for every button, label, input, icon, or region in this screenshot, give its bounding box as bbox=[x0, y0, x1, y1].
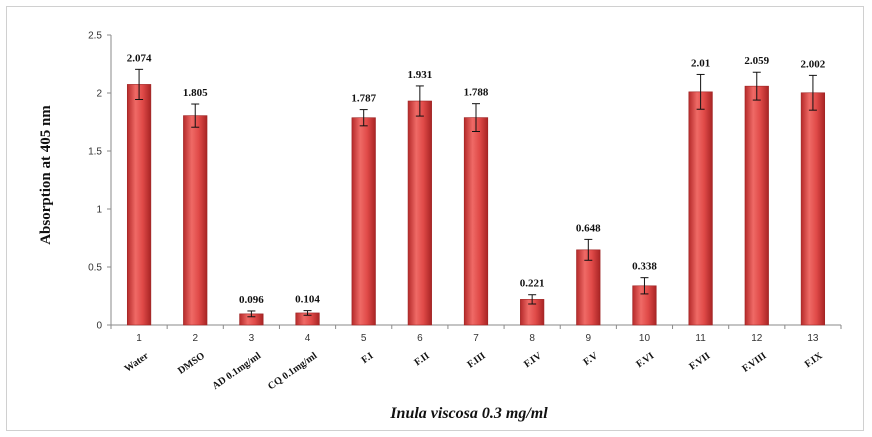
bar bbox=[800, 92, 826, 326]
x-tick-number: 4 bbox=[305, 333, 311, 344]
data-label: 1.931 bbox=[407, 69, 432, 81]
x-category-label: F.II bbox=[413, 350, 432, 368]
x-category-label: F.VIII bbox=[740, 350, 768, 374]
bars bbox=[126, 68, 826, 326]
y-tick-label: 0 bbox=[96, 321, 102, 332]
data-label: 1.788 bbox=[464, 87, 489, 99]
data-label: 1.787 bbox=[351, 93, 376, 105]
x-tick-number: 8 bbox=[529, 333, 535, 344]
x-tick-number: 13 bbox=[807, 333, 819, 344]
bar bbox=[126, 84, 152, 326]
data-label: 1.805 bbox=[183, 87, 208, 99]
bar bbox=[576, 249, 601, 326]
data-label: 0.096 bbox=[239, 294, 264, 306]
x-category-label: CQ 0.1mg/ml bbox=[266, 350, 319, 392]
x-category-label: F.IX bbox=[803, 350, 825, 370]
x-category-label: F.III bbox=[466, 350, 488, 370]
x-tick-number: 11 bbox=[695, 333, 706, 344]
bar bbox=[183, 115, 208, 326]
x-tick-number: 10 bbox=[639, 333, 651, 344]
data-label: 0.104 bbox=[295, 294, 320, 306]
x-category-label: F.VI bbox=[634, 350, 656, 370]
x-tick-number: 9 bbox=[586, 333, 592, 344]
bar bbox=[351, 117, 376, 326]
data-label: 0.221 bbox=[520, 278, 545, 290]
x-category-label: F.IV bbox=[522, 350, 544, 370]
axes: 0 0.5 1 1.5 2 2.5 bbox=[88, 31, 842, 332]
data-label: 2.002 bbox=[801, 58, 826, 70]
data-label: 2.074 bbox=[127, 52, 152, 64]
x-tick-number: 3 bbox=[249, 333, 255, 344]
x-tick-number: 6 bbox=[417, 333, 423, 344]
x-category-label: F.V bbox=[581, 350, 600, 368]
y-tick-label: 2 bbox=[96, 89, 102, 100]
data-label: 0.648 bbox=[576, 222, 601, 234]
y-tick-label: 0.5 bbox=[88, 263, 102, 274]
bar bbox=[688, 91, 713, 326]
data-label: 0.338 bbox=[632, 261, 657, 273]
y-tick-label: 1.5 bbox=[88, 147, 102, 158]
y-axis-label: Absorption at 405 nm bbox=[38, 105, 54, 245]
bar-chart: 0 0.5 1 1.5 2 2.5 2.074 1 Water 1.805 2 DMSO 0.096 3… bbox=[38, 31, 842, 422]
x-tick-number: 2 bbox=[192, 333, 198, 344]
x-axis-label: Inula viscosa 0.3 mg/ml bbox=[389, 405, 548, 422]
x-category-label: F.I bbox=[360, 350, 376, 366]
x-tick-number: 7 bbox=[473, 333, 479, 344]
x-category-label: F.VII bbox=[687, 350, 712, 372]
x-category-label: Water bbox=[123, 350, 152, 375]
bar bbox=[744, 85, 769, 326]
chart-frame: 0 0.5 1 1.5 2 2.5 2.074 1 Water 1.805 2 DMSO 0.096 3… bbox=[6, 6, 864, 431]
x-category-label: DMSO bbox=[176, 350, 207, 376]
y-tick-label: 2.5 bbox=[88, 31, 102, 42]
x-tick-number: 12 bbox=[751, 333, 763, 344]
x-category-label: AD 0.1mg/ml bbox=[210, 350, 263, 392]
data-label: 2.059 bbox=[744, 55, 769, 67]
y-tick-label: 1 bbox=[96, 205, 102, 216]
bar bbox=[407, 100, 432, 326]
x-tick-number: 5 bbox=[361, 333, 367, 344]
x-tick-number: 1 bbox=[136, 333, 142, 344]
bar bbox=[463, 117, 489, 326]
data-label: 2.01 bbox=[691, 57, 710, 69]
